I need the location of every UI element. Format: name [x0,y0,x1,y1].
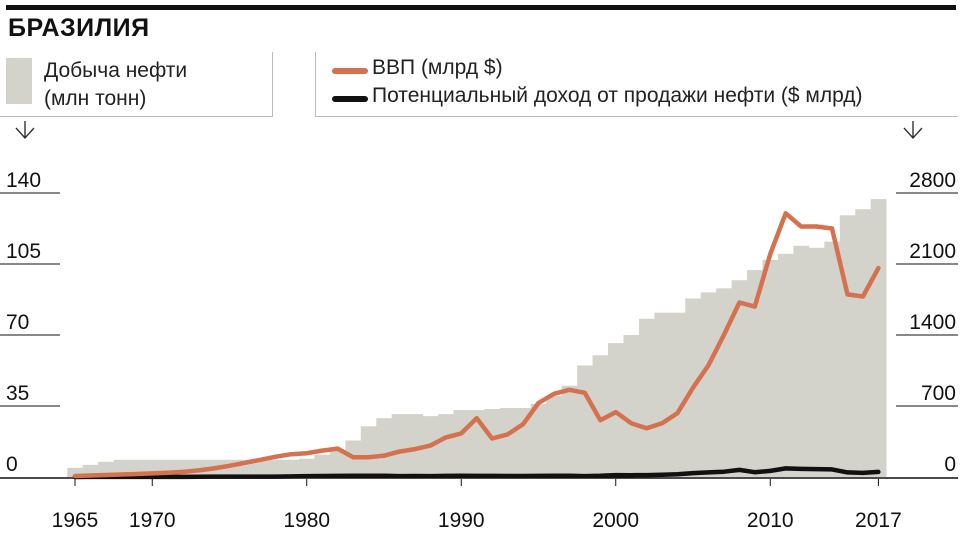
bar-oil-production [376,418,393,477]
y-right-tick-label: 2100 [909,240,956,263]
legend-bar-swatch [6,58,32,104]
y-left-tick-label: 140 [6,169,41,192]
bar-oil-production [638,318,655,477]
line-gdp [72,211,881,479]
bar-oil-production [499,408,516,477]
bar-oil-production [329,450,346,477]
x-tick-label: 1965 [52,509,99,532]
bar-oil-production [577,365,593,477]
bar-oil-production [870,199,887,478]
y-right-tick-label: 0 [944,453,956,476]
bar-oil-production [669,312,686,477]
x-tick-label: 2017 [855,509,902,532]
bar-oil-production [623,335,640,477]
y-right-tick-label: 2800 [909,169,956,192]
y-right-tick-label: 700 [921,382,956,405]
bar-oil-production [700,292,717,477]
y-left-tick-label: 35 [6,382,29,405]
legend-bar-label: Добыча нефти (млн тонн) [44,57,187,113]
bar-oil-production [824,241,841,477]
bar-oil-production [747,270,763,477]
bar-oil-production [484,409,501,477]
legend-lines: ВВП (млрд $) Потенциальный доход от прод… [315,52,958,117]
bar-oil-production [762,259,779,477]
bar-oil-production [546,395,563,477]
bar-oil-production [731,280,748,477]
legend-gdp-label: ВВП (млрд $) [372,56,503,79]
bar-oil-production [654,312,671,477]
legend-income-swatch [332,96,368,102]
legend-bars: Добыча нефти (млн тонн) [0,52,273,117]
y-left-tick-label: 70 [6,311,29,334]
chart-title: БРАЗИЛИЯ [8,14,150,42]
legend-gdp-swatch [332,68,368,74]
bar-oil-production [453,410,470,477]
bar-oil-production [855,209,872,477]
title-rule [6,5,956,10]
x-tick-label: 2000 [592,509,639,532]
bar-oil-production [252,459,269,477]
bar-oil-production [299,458,315,477]
y-left-tick-label: 0 [6,453,18,476]
bar-oil-production [268,459,284,477]
bar-oil-production [391,414,408,477]
bar-oil-production [407,414,424,477]
y-left-tick-label: 105 [6,240,41,263]
bar-oil-production [67,467,84,477]
bar-oil-production [438,414,454,477]
bar-oil-production [839,215,856,478]
left-axis-arrow-icon [15,121,35,140]
bar-oil-production [716,288,733,477]
bar-oil-production [530,403,547,477]
line-oil-income [72,466,881,480]
bar-oil-production [360,426,377,477]
legend-income-label: Потенциальный доход от продажи нефти ($ … [372,84,863,107]
x-tick-label: 1970 [129,509,176,532]
bar-oil-production [777,253,794,477]
bar-oil-production [561,385,578,477]
x-tick-label: 1980 [283,509,330,532]
legend-bar-label-line1: Добыча нефти [44,59,188,82]
right-axis-arrow-icon [903,121,923,140]
bar-oil-production [793,245,810,477]
legend-bar-label-line2: (млн тонн) [44,87,147,110]
bar-oil-production [314,454,331,477]
x-tick-label: 1990 [438,509,485,532]
bar-oil-production [283,459,300,477]
y-right-tick-label: 1400 [909,311,956,334]
bar-oil-production [808,247,825,477]
x-tick-label: 2010 [747,509,794,532]
